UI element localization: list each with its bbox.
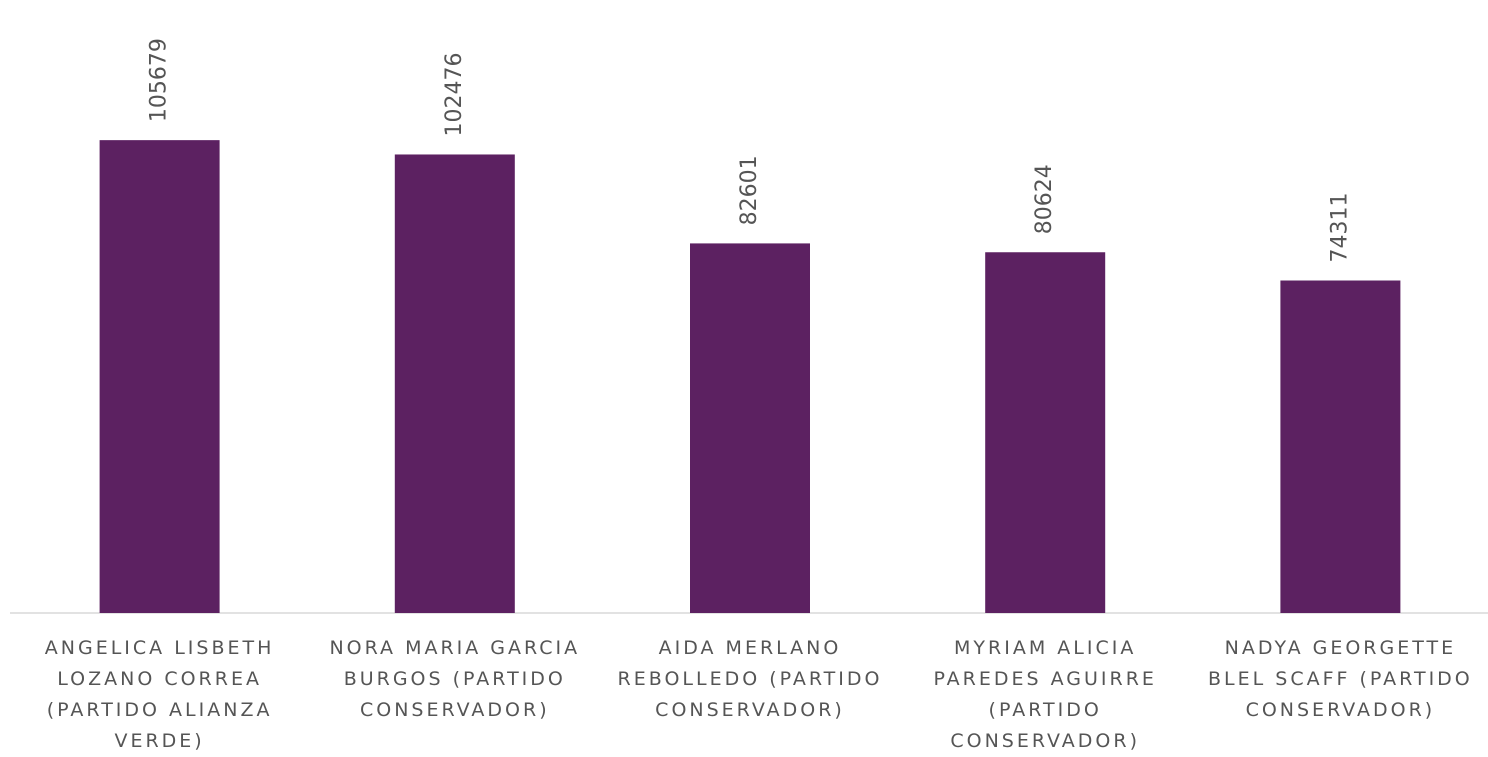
value-label: 80624 [1032, 164, 1057, 234]
value-label: 82601 [737, 155, 762, 225]
bar [394, 154, 515, 613]
value-label: 105679 [147, 38, 172, 122]
x-tick-label: MYRIAM ALICIA PAREDES AGUIRRE (PARTIDO C… [933, 637, 1157, 752]
bar [690, 243, 810, 613]
x-tick-label: NADYA GEORGETTE BLEL SCAFF (PARTIDO CONS… [1208, 637, 1473, 721]
x-tick-label: NORA MARIA GARCIA BURGOS (PARTIDO CONSER… [329, 637, 581, 721]
value-label: 74311 [1327, 192, 1352, 262]
bar [99, 140, 220, 613]
bar [1280, 280, 1401, 613]
x-tick-label: ANGELICA LISBETH LOZANO CORREA (PARTIDO … [44, 637, 275, 752]
x-tick-label: AIDA MERLANO REBOLLEDO (PARTIDO CONSERVA… [617, 637, 883, 721]
value-label: 102476 [442, 52, 467, 136]
bar [985, 252, 1106, 613]
